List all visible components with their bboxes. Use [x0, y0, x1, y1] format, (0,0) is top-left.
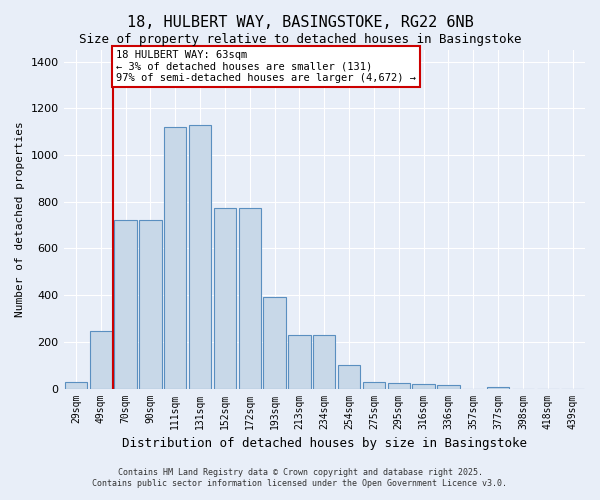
Text: 18 HULBERT WAY: 63sqm
← 3% of detached houses are smaller (131)
97% of semi-deta: 18 HULBERT WAY: 63sqm ← 3% of detached h… — [116, 50, 416, 83]
Bar — [65, 382, 87, 388]
Bar — [214, 208, 236, 388]
Bar — [239, 208, 261, 388]
X-axis label: Distribution of detached houses by size in Basingstoke: Distribution of detached houses by size … — [122, 437, 527, 450]
Bar — [164, 127, 187, 388]
Bar — [189, 124, 211, 388]
Bar — [89, 332, 112, 388]
Text: 18, HULBERT WAY, BASINGSTOKE, RG22 6NB: 18, HULBERT WAY, BASINGSTOKE, RG22 6NB — [127, 15, 473, 30]
Y-axis label: Number of detached properties: Number of detached properties — [15, 122, 25, 317]
Bar — [412, 384, 435, 388]
Bar — [139, 220, 161, 388]
Bar — [263, 298, 286, 388]
Bar — [288, 335, 311, 388]
Bar — [388, 382, 410, 388]
Bar — [437, 385, 460, 388]
Bar — [363, 382, 385, 388]
Bar — [313, 335, 335, 388]
Text: Size of property relative to detached houses in Basingstoke: Size of property relative to detached ho… — [79, 32, 521, 46]
Text: Contains HM Land Registry data © Crown copyright and database right 2025.
Contai: Contains HM Land Registry data © Crown c… — [92, 468, 508, 487]
Bar — [338, 365, 360, 388]
Bar — [487, 386, 509, 388]
Bar — [115, 220, 137, 388]
